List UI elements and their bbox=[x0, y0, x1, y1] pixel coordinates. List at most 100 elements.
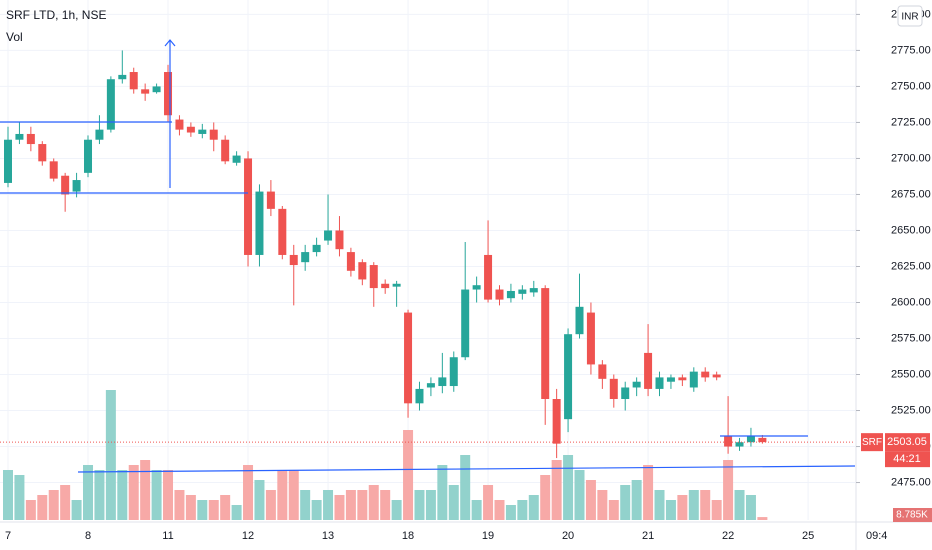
volume-bar bbox=[300, 490, 311, 520]
candle-body bbox=[312, 244, 321, 253]
volume-bar bbox=[723, 460, 734, 520]
x-tick-label: 12 bbox=[242, 530, 254, 542]
volume-bar bbox=[425, 490, 436, 520]
candle-body bbox=[564, 334, 573, 420]
candle-body bbox=[232, 155, 241, 163]
candle-body bbox=[495, 289, 504, 300]
volume-bar bbox=[71, 500, 82, 520]
x-tick-label: 11 bbox=[162, 530, 173, 542]
candle-body bbox=[175, 119, 184, 130]
volume-bar bbox=[185, 495, 196, 520]
volume-bar bbox=[334, 495, 345, 520]
currency-label: INR bbox=[901, 12, 918, 23]
volume-bar bbox=[151, 470, 162, 520]
volume-bar bbox=[505, 505, 516, 520]
candle-body bbox=[346, 252, 355, 271]
candle-body bbox=[598, 364, 607, 379]
candle-body bbox=[746, 436, 755, 443]
candle-body bbox=[4, 139, 12, 183]
volume-bar bbox=[128, 465, 139, 520]
y-tick-label: 2725.00 bbox=[891, 116, 931, 128]
volume-bar bbox=[265, 490, 276, 520]
volume-bar bbox=[654, 490, 665, 520]
trend-line[interactable] bbox=[77, 465, 856, 473]
volume-bar bbox=[585, 480, 596, 520]
candle-body bbox=[404, 312, 413, 404]
candle-body bbox=[335, 230, 344, 250]
candle-body bbox=[575, 306, 584, 335]
candle-body bbox=[552, 399, 561, 444]
volume-bar bbox=[60, 485, 71, 520]
volume-bar bbox=[734, 490, 745, 520]
candle-body bbox=[106, 79, 115, 130]
volume-bar bbox=[105, 390, 116, 520]
currency-badge[interactable] bbox=[897, 5, 923, 27]
candle-body bbox=[255, 191, 264, 255]
volume-tag-label: 8.785K bbox=[896, 510, 928, 521]
candle-body bbox=[632, 381, 641, 388]
volume-bar bbox=[551, 460, 562, 520]
candle-body bbox=[289, 254, 298, 266]
volume-bar bbox=[608, 500, 619, 520]
volume-bar bbox=[140, 460, 151, 520]
volume-bar bbox=[631, 480, 642, 520]
drawings bbox=[0, 39, 856, 473]
volume-title: Vol bbox=[6, 30, 23, 44]
volume-bar bbox=[414, 490, 425, 520]
volume-bar bbox=[757, 517, 768, 520]
countdown-label: 44:21 bbox=[893, 453, 921, 465]
volume-bar bbox=[14, 475, 25, 520]
volume-bar bbox=[437, 465, 448, 520]
volume-bar bbox=[288, 470, 299, 520]
candle-body bbox=[415, 388, 424, 404]
candle-body bbox=[621, 387, 630, 400]
candle-body bbox=[84, 139, 93, 173]
candle-body bbox=[118, 74, 127, 80]
x-tick-label: 20 bbox=[562, 530, 574, 542]
volume-bar bbox=[403, 430, 414, 520]
volume-bar bbox=[380, 490, 391, 520]
candle-body bbox=[358, 262, 367, 280]
candle-body bbox=[735, 442, 744, 447]
candle-body bbox=[38, 144, 47, 162]
candle-body bbox=[449, 357, 458, 387]
candle-body bbox=[15, 133, 24, 140]
volume-bar bbox=[94, 470, 105, 520]
volume-bar bbox=[688, 490, 699, 520]
countdown-tag bbox=[885, 451, 930, 468]
candle-body bbox=[506, 290, 515, 299]
candle-body bbox=[461, 289, 470, 358]
candle-body bbox=[209, 129, 218, 140]
candle-body bbox=[586, 312, 595, 365]
candle-body bbox=[95, 129, 104, 140]
x-tick-label: 21 bbox=[642, 530, 654, 542]
candle-body bbox=[186, 126, 195, 133]
candle-body bbox=[426, 383, 435, 388]
volume-bar bbox=[597, 490, 608, 520]
volume-bar bbox=[48, 490, 59, 520]
volume-bar bbox=[345, 490, 356, 520]
candle-body bbox=[758, 437, 767, 443]
candle-body bbox=[26, 133, 35, 145]
y-tick-label: 2575.00 bbox=[891, 332, 931, 344]
volume-bar bbox=[483, 485, 494, 520]
volume-bar bbox=[460, 455, 471, 520]
candle-body bbox=[301, 252, 310, 263]
candle-body bbox=[644, 352, 653, 389]
volume-bar bbox=[711, 500, 722, 520]
y-tick-label: 2700.00 bbox=[891, 152, 931, 164]
candle-body bbox=[369, 265, 378, 289]
y-tick-label: 2475.00 bbox=[891, 476, 931, 488]
chart-title: SRF LTD, 1h, NSE bbox=[6, 8, 106, 22]
volume-bar bbox=[643, 465, 654, 520]
volume-pane bbox=[3, 390, 768, 520]
candle-body bbox=[278, 208, 287, 255]
volume-bar bbox=[368, 485, 379, 520]
volume-bar bbox=[83, 465, 94, 520]
symbol-tag bbox=[861, 433, 883, 452]
candle-body bbox=[61, 175, 70, 195]
volume-bar bbox=[208, 500, 219, 520]
volume-bar bbox=[563, 455, 574, 520]
